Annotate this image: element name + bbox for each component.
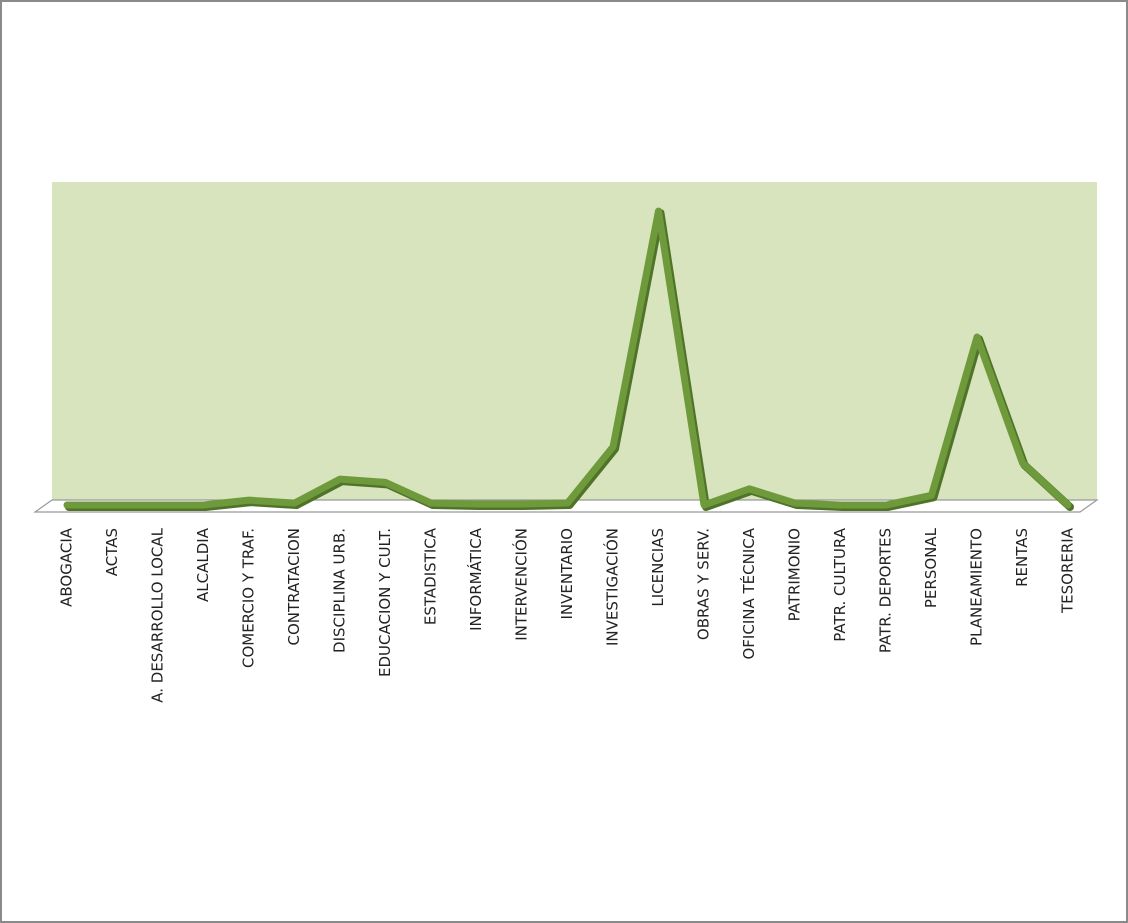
x-tick-label: INVENTARIO (558, 528, 576, 620)
x-tick-label: ABOGACIA (58, 527, 76, 607)
x-tick-label: ACTAS (103, 528, 121, 576)
x-tick-label: ALCALDIA (194, 527, 212, 602)
x-tick-label: PLANEAMIENTO (968, 528, 986, 646)
plot-area (52, 182, 1097, 500)
line-series (63, 207, 1072, 509)
x-tick-label: OFICINA TÉCNICA (739, 527, 758, 659)
x-tick-label: ESTADISTICA (422, 527, 440, 625)
x-tick-label: EDUCACION Y CULT. (376, 528, 394, 677)
x-tick-label: OBRAS Y SERV. (695, 528, 713, 640)
x-tick-label: CONTRATACION (285, 528, 303, 646)
x-tick-label: PATR. DEPORTES (877, 528, 895, 653)
x-tick-label: PATRIMONIO (786, 528, 804, 621)
x-tick-label: INFORMÁTICA (466, 527, 485, 631)
x-tick-label: INTERVENCIÓN (512, 528, 531, 641)
x-tick-label: A. DESARROLLO LOCAL (149, 527, 167, 702)
x-tick-label: DISCIPLINA URB. (331, 528, 349, 653)
x-tick-label: TESORERIA (1059, 527, 1077, 614)
x-tick-label: RENTAS (1013, 528, 1031, 587)
x-tick-label: COMERCIO Y TRAF. (240, 528, 258, 668)
x-tick-label: LICENCIAS (649, 528, 667, 607)
x-tick-label: INVESTIGACIÓN (603, 528, 622, 646)
x-tick-label: PERSONAL (922, 527, 940, 608)
x-tick-label: PATR. CULTURA (831, 527, 849, 641)
